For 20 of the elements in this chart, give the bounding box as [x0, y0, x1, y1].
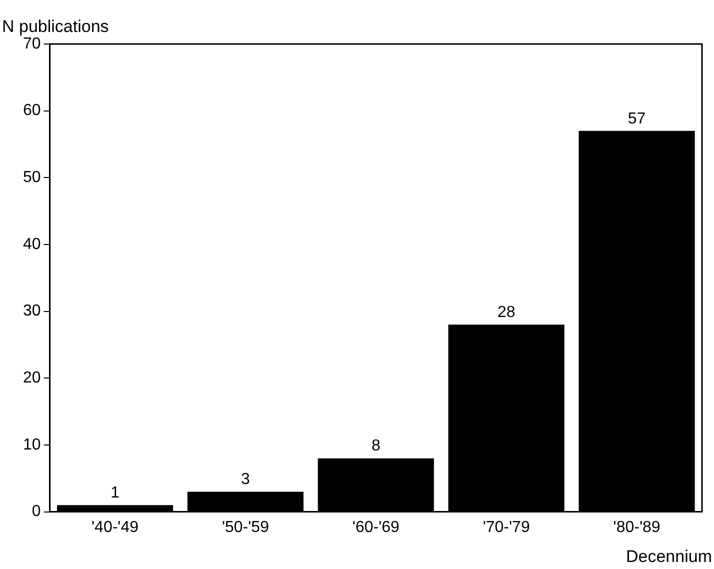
y-axis-title: N publications — [2, 17, 109, 36]
data-label: 28 — [497, 304, 516, 322]
y-tick-label: 20 — [23, 370, 41, 387]
y-tick-label: 60 — [23, 102, 41, 120]
y-tick-label: 40 — [23, 236, 41, 253]
data-label: 1 — [110, 484, 120, 502]
x-tick-label: '60-'69 — [352, 518, 400, 536]
y-tick-label: 30 — [23, 302, 41, 320]
data-label: 3 — [241, 471, 250, 488]
x-axis-title: Decennium — [626, 547, 712, 566]
x-tick-label: '70-'79 — [482, 518, 530, 536]
x-tick-label: '40-'49 — [92, 518, 139, 536]
y-tick-label: 10 — [23, 436, 41, 454]
y-tick-label: 70 — [23, 35, 41, 52]
x-tick-label: '80-'89 — [613, 518, 660, 536]
data-label: 57 — [628, 110, 646, 128]
y-tick-label: 0 — [32, 503, 41, 520]
x-tick-label: '50-'59 — [222, 518, 270, 536]
data-label: 8 — [371, 438, 380, 455]
y-tick-label: 50 — [23, 169, 41, 186]
